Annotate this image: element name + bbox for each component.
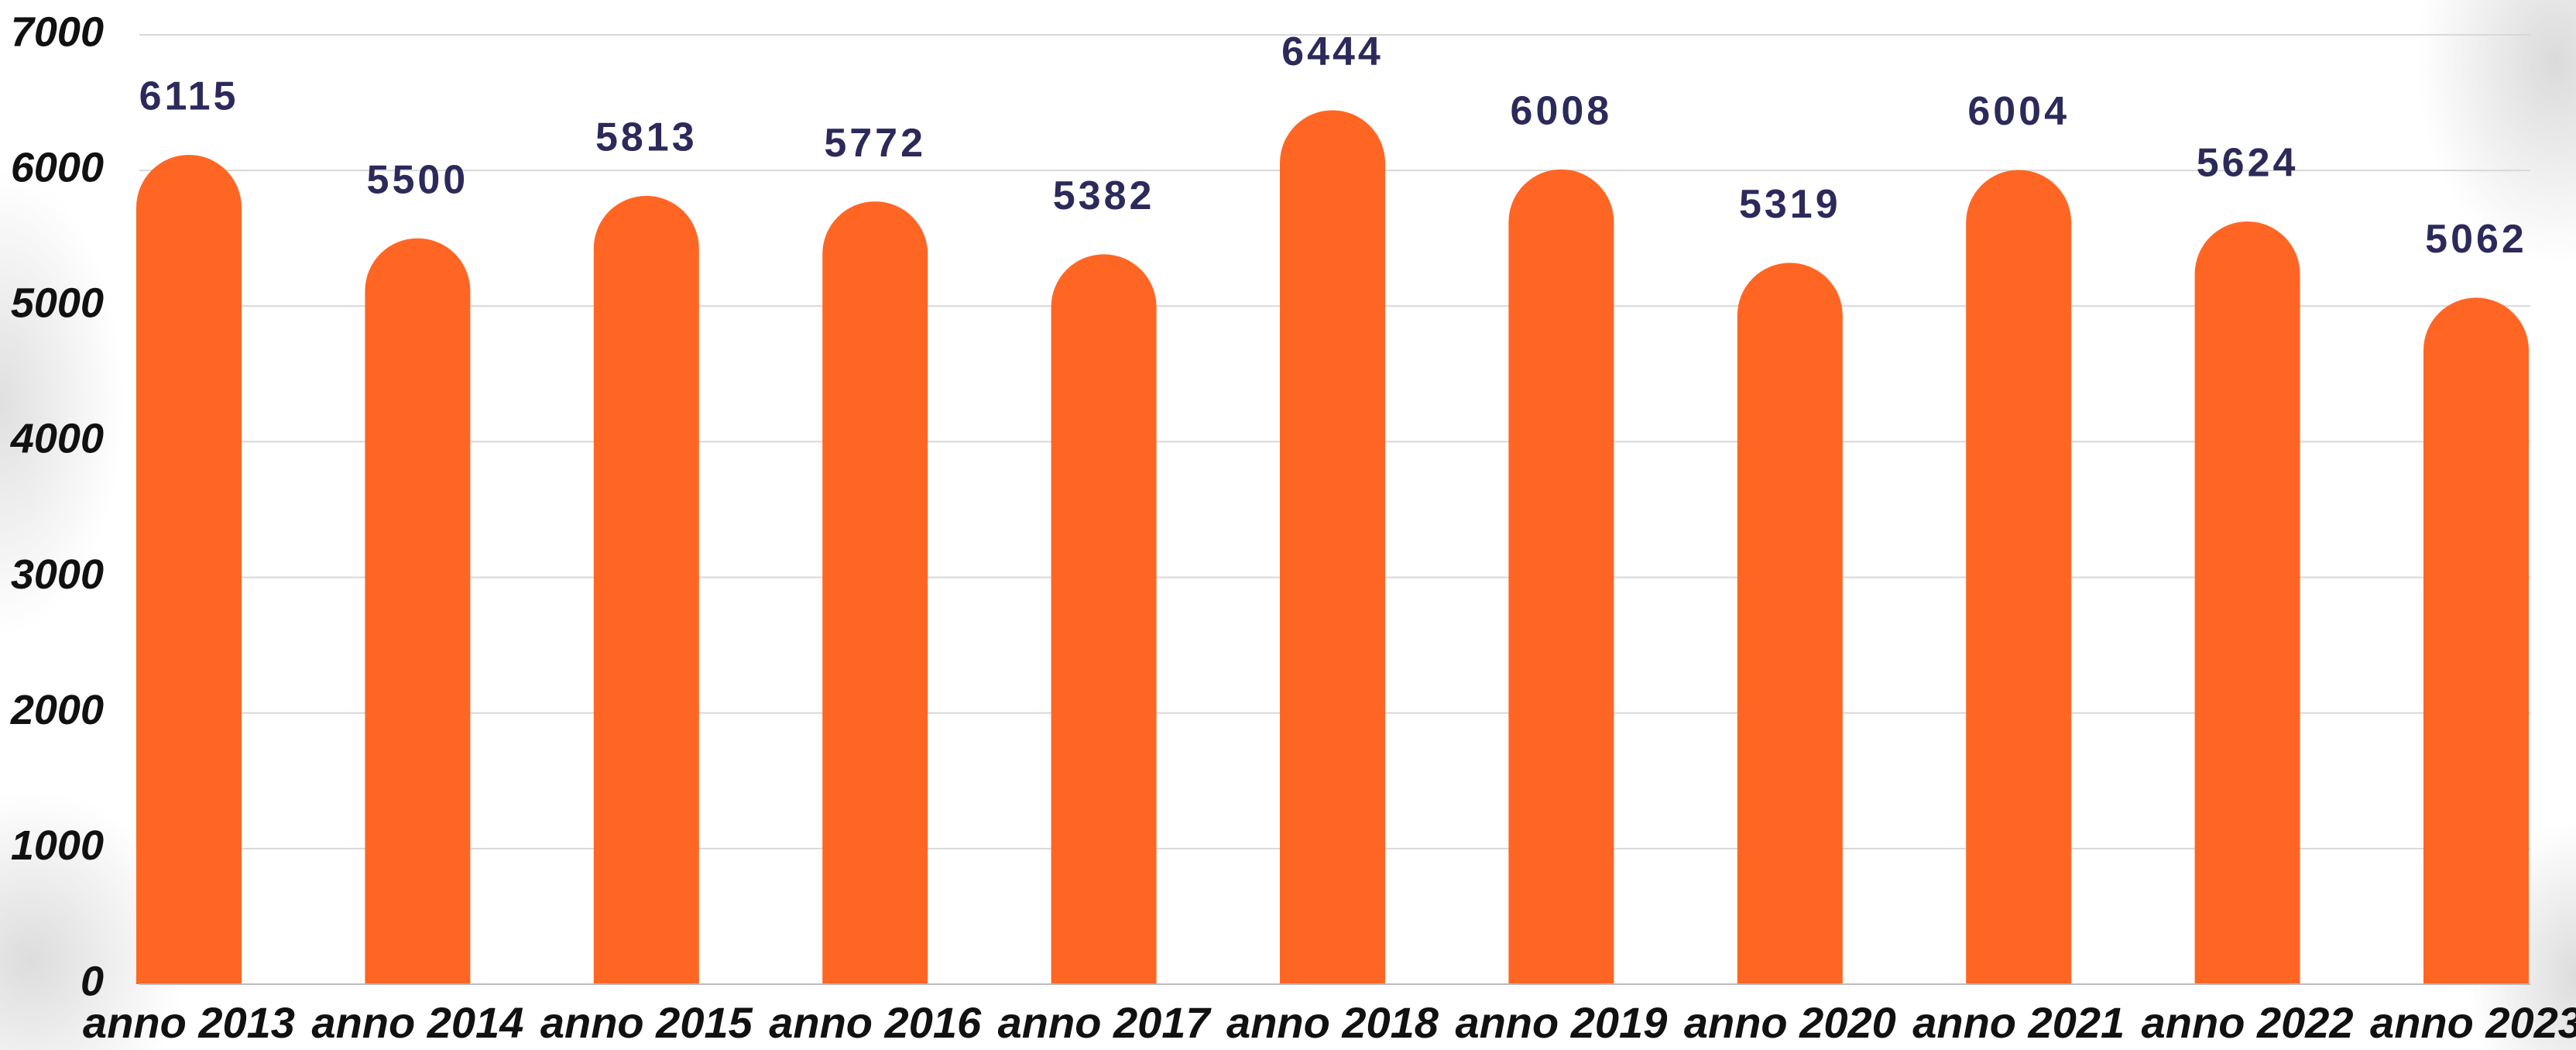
bar — [593, 195, 699, 985]
x-tick-label: anno 2022 — [2142, 998, 2354, 1047]
x-tick-label: anno 2019 — [1455, 998, 1667, 1047]
bar — [1280, 110, 1385, 985]
x-tick-label: anno 2018 — [1226, 998, 1439, 1047]
y-tick-label: 5000 — [11, 280, 104, 327]
x-tick-label: anno 2020 — [1684, 998, 1896, 1047]
value-label: 5062 — [2425, 217, 2527, 262]
bar — [136, 155, 242, 984]
bar — [2423, 297, 2529, 984]
value-label: 5500 — [367, 157, 469, 202]
value-label: 6444 — [1281, 29, 1384, 74]
value-label: 5382 — [1053, 173, 1155, 218]
value-label: 5772 — [824, 121, 926, 166]
value-label: 6008 — [1511, 88, 1613, 133]
x-tick-label: anno 2017 — [998, 998, 1213, 1047]
x-tick-label: anno 2013 — [83, 998, 295, 1047]
bar — [1966, 170, 2072, 985]
x-tick-label: anno 2015 — [540, 998, 753, 1047]
x-tick-label: anno 2016 — [769, 998, 982, 1047]
y-tick-label: 3000 — [11, 551, 104, 598]
bar — [365, 238, 471, 985]
x-tick-label: anno 2023 — [2370, 998, 2576, 1047]
value-label: 5624 — [2197, 141, 2299, 186]
y-tick-label: 2000 — [10, 687, 104, 733]
x-tick-label: anno 2014 — [311, 998, 523, 1047]
bar — [2194, 221, 2300, 984]
y-tick-label: 4000 — [10, 416, 104, 462]
y-tick-label: 6000 — [11, 144, 104, 190]
y-tick-label: 0 — [81, 958, 104, 1004]
value-label: 5319 — [1739, 182, 1841, 227]
bar — [1051, 254, 1157, 985]
y-tick-label: 1000 — [11, 822, 104, 869]
value-label: 5813 — [595, 115, 698, 160]
bar — [822, 201, 928, 984]
y-tick-label: 7000 — [11, 9, 104, 55]
x-tick-label: anno 2021 — [1912, 998, 2125, 1047]
value-label: 6004 — [1967, 89, 2070, 134]
value-label: 6115 — [139, 74, 239, 119]
bar — [1508, 169, 1614, 984]
bar — [1737, 262, 1843, 984]
